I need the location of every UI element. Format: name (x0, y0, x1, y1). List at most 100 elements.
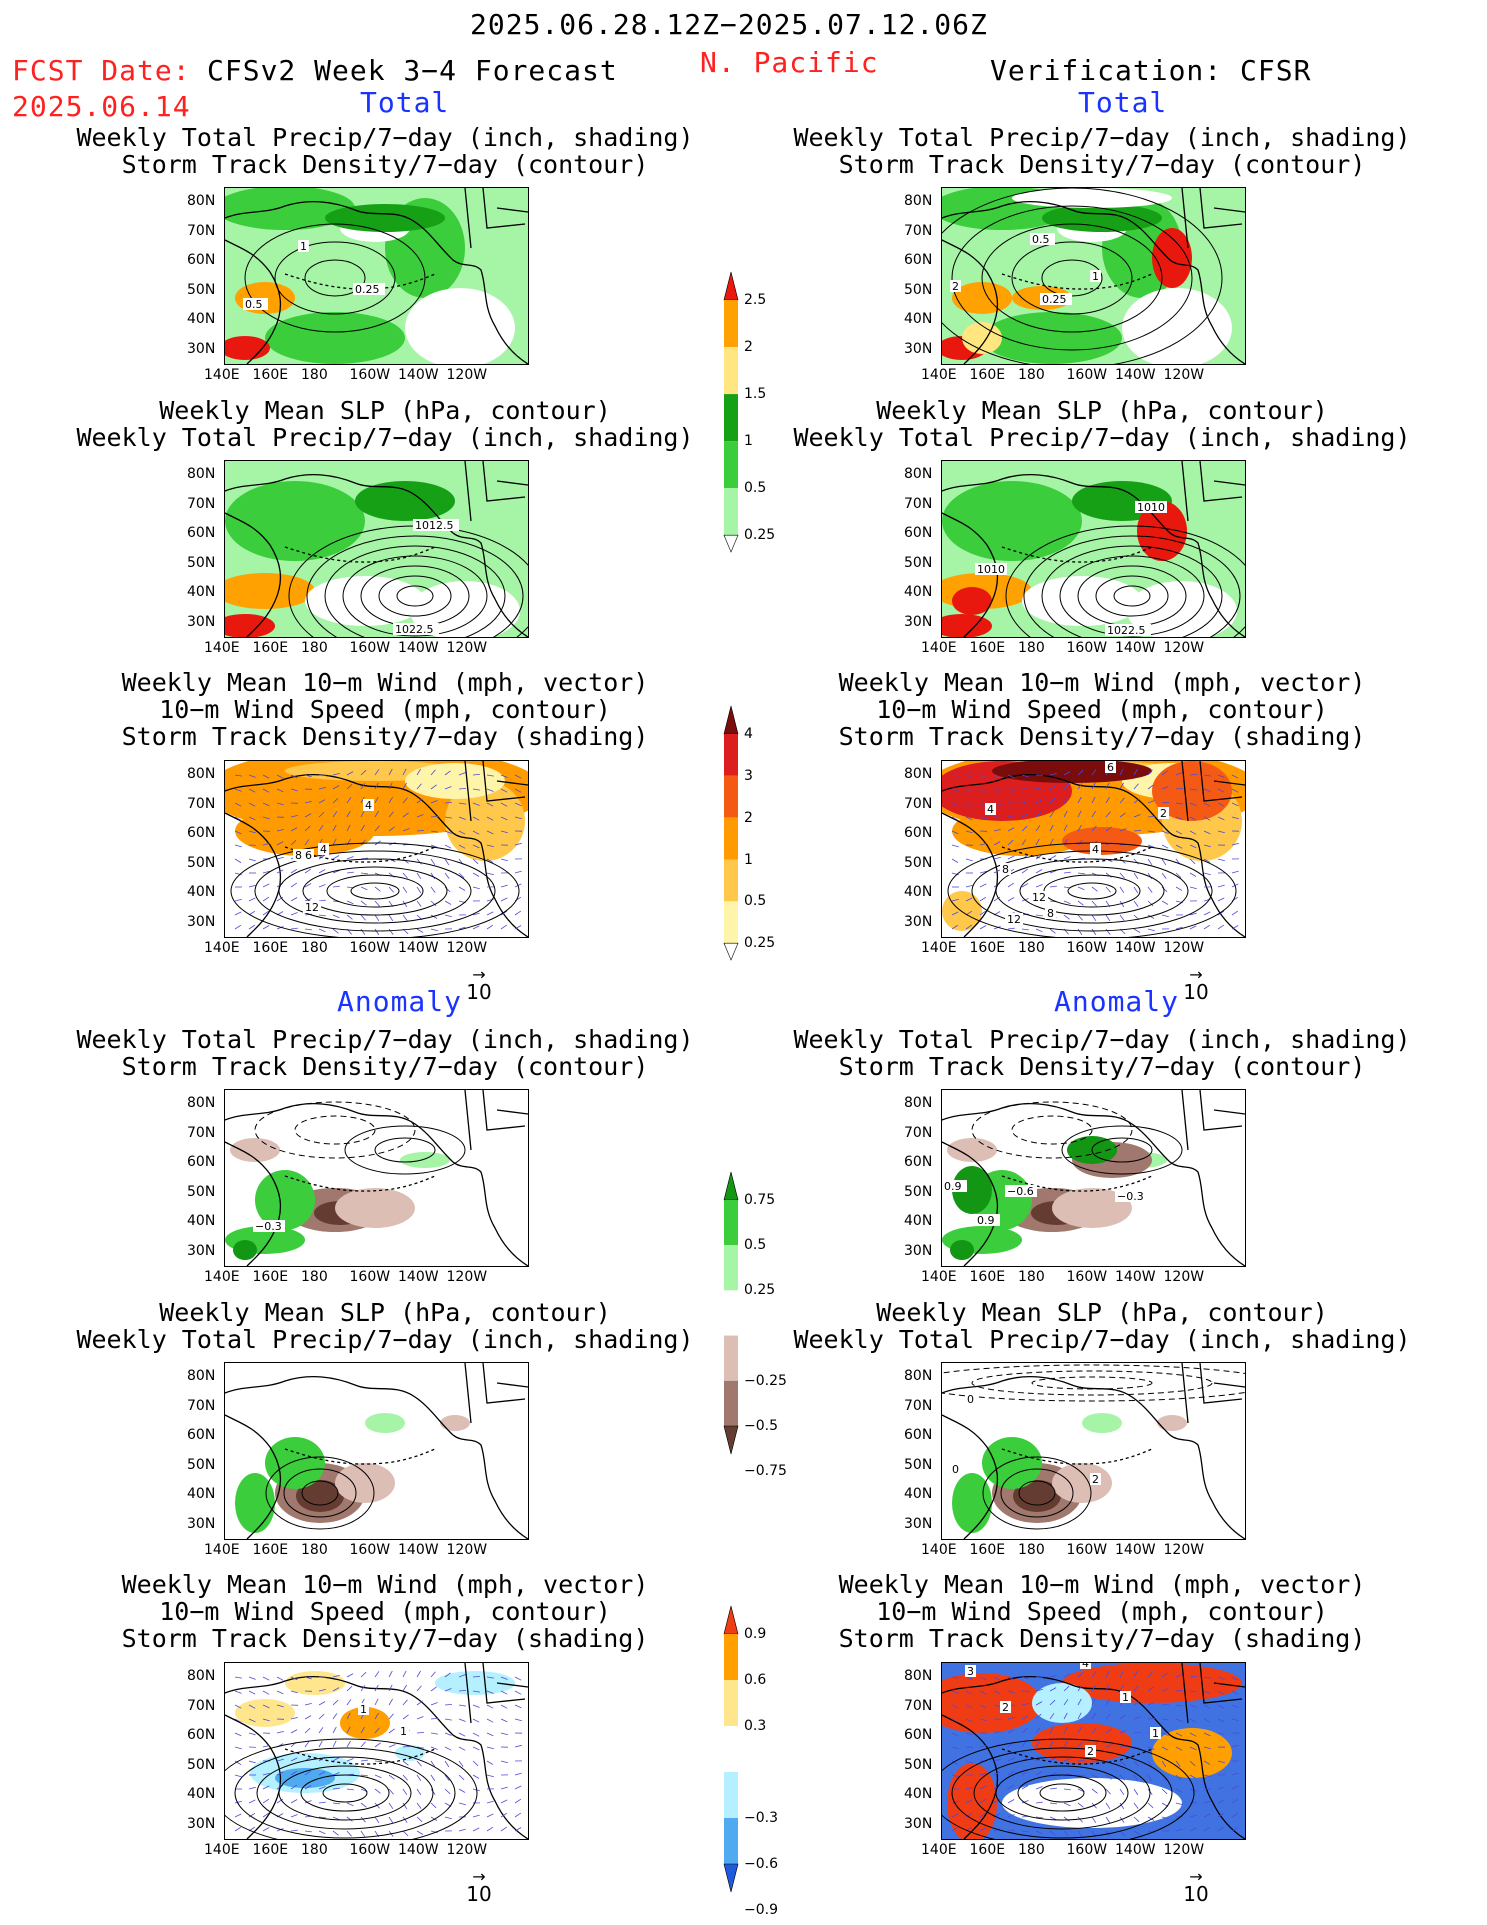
wind-vector (1133, 886, 1139, 894)
wind-vector (304, 1800, 312, 1804)
wind-vector (458, 1732, 466, 1737)
wind-vector (965, 1799, 973, 1804)
contour-label: 6 (305, 849, 312, 862)
wind-vector (360, 1726, 365, 1734)
wind-vector (1203, 858, 1211, 863)
wind-vector (1203, 1746, 1211, 1750)
lat-tick-label: 70N (187, 1697, 216, 1714)
lat-tick-label: 80N (904, 766, 933, 782)
wind-vector (500, 1786, 508, 1790)
lat-tick-label: 80N (904, 1368, 933, 1384)
section-anomaly-right: Anomaly (1054, 985, 1180, 1018)
wind-vector (1161, 786, 1169, 790)
wind-vector (1189, 1814, 1197, 1818)
lon-tick-label: 160E (969, 1842, 1006, 1858)
wind-vector (1133, 1746, 1141, 1749)
wind-vector (248, 802, 256, 807)
wind-vector (1063, 1685, 1070, 1692)
contour-label: 4 (365, 799, 372, 812)
wind-vector (430, 928, 438, 932)
vector-reference-value: 10 (466, 1882, 492, 1906)
wind-vector (318, 884, 326, 888)
lon-tick-label: 120W (1163, 640, 1205, 656)
wind-vector (1105, 1670, 1110, 1678)
wind-vector (951, 1800, 959, 1804)
wind-vector (374, 1742, 381, 1748)
wind-vector (430, 1718, 439, 1720)
wind-vector (374, 782, 379, 790)
wind-vector (1161, 858, 1167, 866)
colorbar-segment (723, 1425, 739, 1455)
lat-tick-label: 60N (187, 825, 216, 841)
wind-vector (248, 1812, 256, 1818)
wind-vector (262, 910, 270, 916)
contour-label-bg (393, 623, 439, 635)
wind-vector (1175, 802, 1183, 805)
lat-tick-label: 30N (187, 340, 216, 357)
wind-vector (318, 899, 326, 902)
wind-vector (1021, 1800, 1029, 1804)
contour-label: 0 (967, 1393, 974, 1406)
lon-tick-label: 160W (1066, 1842, 1108, 1858)
wind-vector (402, 1699, 408, 1706)
wind-vector (388, 768, 393, 776)
wind-vector (416, 814, 424, 818)
panel-title: Weekly Mean SLP (hPa, contour) Weekly To… (76, 396, 694, 452)
contour-label-bg (1000, 863, 1011, 875)
section-anomaly-left: Anomaly (337, 985, 463, 1018)
map-canvas (225, 1363, 528, 1539)
wind-vector (993, 774, 1001, 779)
wind-vector (1189, 774, 1198, 776)
wind-vector (374, 810, 379, 818)
wind-vector (458, 788, 467, 790)
lat-tick-label: 30N (904, 1515, 933, 1532)
colorbar-segment (724, 488, 738, 536)
arrow-right-icon: → (1189, 1867, 1203, 1886)
wind-vector (965, 788, 973, 793)
wind-vector (1021, 1715, 1029, 1720)
wind-vector (1049, 1740, 1054, 1748)
wind-vector (1189, 1690, 1197, 1693)
wind-vector (1217, 924, 1225, 930)
wind-vector (1203, 1676, 1211, 1679)
wind-vector (1063, 1740, 1068, 1748)
contour-label-bg (950, 280, 961, 292)
wind-vector (472, 830, 480, 835)
contour-line (995, 1765, 1129, 1821)
shade-area (355, 481, 455, 521)
shade-area (1032, 1683, 1092, 1723)
wind-vector (1217, 910, 1225, 916)
wind-vector (374, 769, 380, 776)
wind-vector (1119, 1760, 1126, 1766)
wind-vector (500, 897, 508, 902)
wind-vector (1077, 839, 1083, 846)
wind-vector (1091, 1760, 1099, 1763)
contour-line (234, 1747, 456, 1839)
wind-vector (1119, 886, 1125, 894)
model-title: CFSv2 Week 3−4 Forecast (207, 54, 618, 87)
wind-vector (346, 810, 351, 818)
shade-area (400, 1152, 450, 1168)
coastline (225, 812, 282, 937)
wind-vector (486, 924, 494, 930)
wind-vector (248, 1676, 256, 1680)
lat-tick-label: 40N (904, 1213, 933, 1229)
wind-vector (1161, 1774, 1167, 1781)
wind-vector (1049, 1675, 1057, 1678)
wind-vector (444, 1788, 451, 1795)
lat-tick-label: 50N (187, 1183, 216, 1200)
wind-vector (1105, 782, 1110, 790)
wind-vector (290, 1690, 298, 1694)
wind-vector (346, 1699, 352, 1706)
wind-vector (374, 886, 381, 892)
wind-vector (374, 825, 380, 832)
wind-vector (346, 856, 354, 860)
shade-area (1013, 1480, 1061, 1512)
border-line (1181, 1663, 1245, 1724)
colorbar-label: −0.25 (744, 1372, 787, 1389)
wind-vector (1049, 1830, 1056, 1836)
wind-vector (234, 1718, 242, 1723)
wind-vector (1217, 1826, 1225, 1832)
wind-vector (1035, 1701, 1043, 1706)
wind-vector (486, 830, 494, 835)
